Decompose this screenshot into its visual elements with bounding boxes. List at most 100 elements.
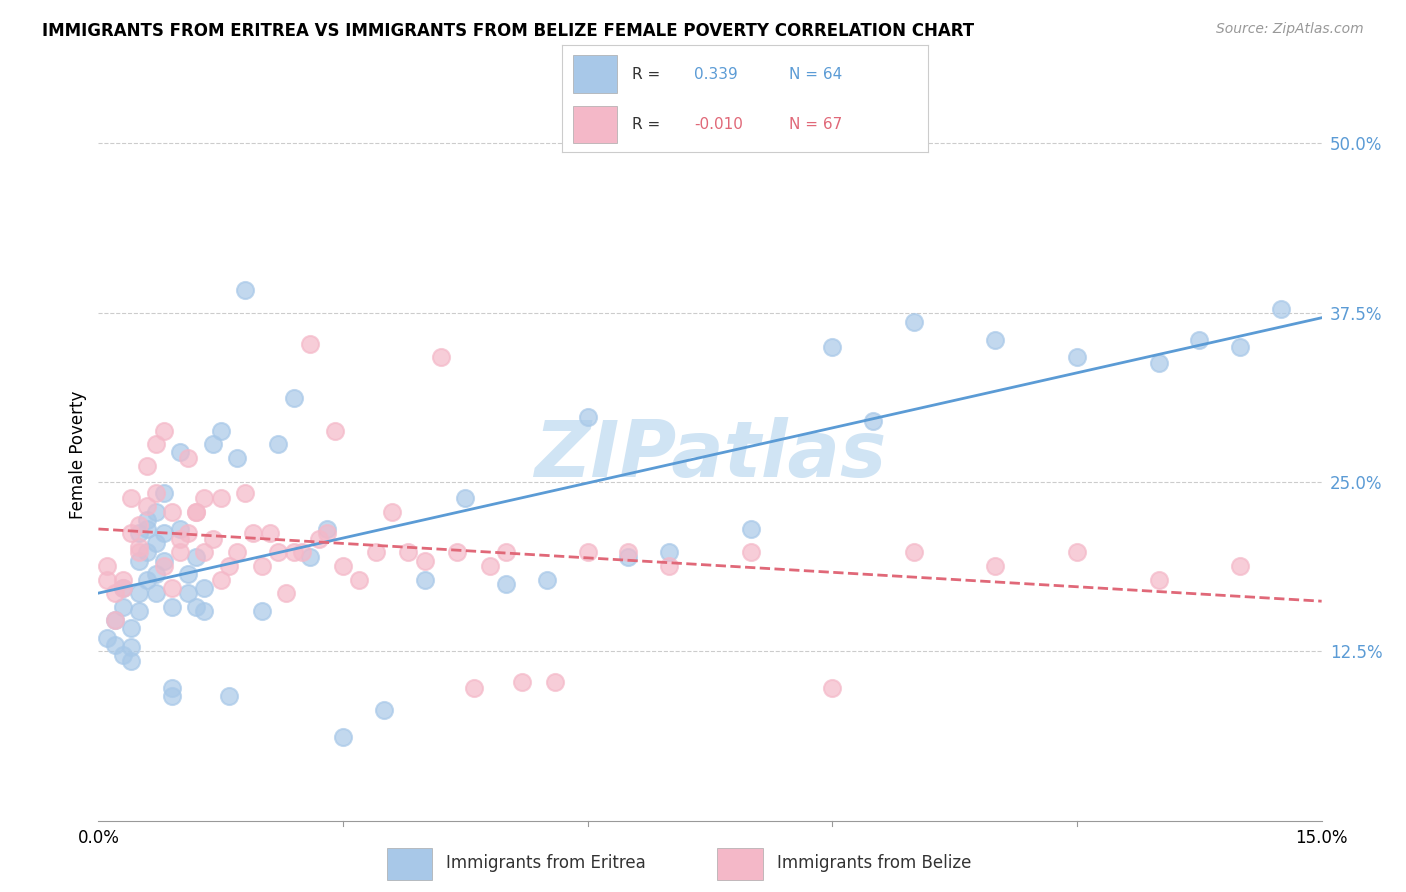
Point — [160, 689, 183, 703]
Point — [267, 545, 290, 559]
Point — [903, 315, 925, 329]
Text: IMMIGRANTS FROM ERITREA VS IMMIGRANTS FROM BELIZE FEMALE POVERTY CORRELATION CHA: IMMIGRANTS FROM ERITREA VS IMMIGRANTS FR… — [42, 22, 974, 40]
Point — [323, 424, 346, 438]
Point — [96, 559, 118, 574]
Point — [283, 545, 305, 559]
Text: N = 64: N = 64 — [789, 67, 842, 81]
Point — [160, 505, 183, 519]
Point — [136, 500, 159, 514]
Point — [111, 581, 134, 595]
Text: Immigrants from Belize: Immigrants from Belize — [778, 854, 972, 872]
Point — [984, 559, 1007, 574]
Point — [145, 567, 167, 582]
Point — [576, 409, 599, 424]
Point — [160, 581, 183, 595]
FancyBboxPatch shape — [387, 848, 433, 880]
Point — [413, 553, 436, 567]
Point — [120, 491, 142, 506]
FancyBboxPatch shape — [574, 55, 617, 93]
Point — [160, 681, 183, 695]
Point — [463, 681, 485, 695]
Text: N = 67: N = 67 — [789, 117, 842, 132]
Point — [740, 523, 762, 537]
Point — [299, 549, 322, 564]
Point — [446, 545, 468, 559]
Point — [512, 675, 534, 690]
Point — [136, 513, 159, 527]
Text: 0.339: 0.339 — [695, 67, 738, 81]
Point — [250, 604, 273, 618]
Point — [218, 689, 240, 703]
Point — [984, 333, 1007, 347]
Point — [315, 526, 337, 541]
Point — [152, 424, 174, 438]
Point — [209, 491, 232, 506]
Point — [821, 681, 844, 695]
FancyBboxPatch shape — [574, 105, 617, 143]
Point — [96, 573, 118, 587]
Point — [267, 437, 290, 451]
Point — [104, 613, 127, 627]
Point — [259, 526, 281, 541]
Point — [160, 599, 183, 614]
Point — [364, 545, 387, 559]
Text: R =: R = — [631, 117, 665, 132]
Point — [617, 549, 640, 564]
Point — [120, 526, 142, 541]
Point — [274, 586, 297, 600]
Point — [120, 640, 142, 655]
Point — [128, 545, 150, 559]
Point — [821, 340, 844, 354]
Point — [544, 675, 567, 690]
Point — [152, 553, 174, 567]
Point — [96, 631, 118, 645]
Text: -0.010: -0.010 — [695, 117, 742, 132]
Point — [308, 532, 330, 546]
Point — [120, 654, 142, 668]
Point — [1147, 573, 1170, 587]
Point — [381, 505, 404, 519]
Point — [1066, 351, 1088, 365]
Point — [1270, 301, 1292, 316]
Point — [430, 351, 453, 365]
Point — [299, 336, 322, 351]
Point — [193, 545, 215, 559]
Point — [136, 545, 159, 559]
Point — [218, 559, 240, 574]
Text: ZIPatlas: ZIPatlas — [534, 417, 886, 493]
Point — [332, 730, 354, 744]
Point — [104, 638, 127, 652]
Point — [128, 518, 150, 533]
Point — [454, 491, 477, 506]
Point — [658, 559, 681, 574]
Point — [104, 613, 127, 627]
Point — [315, 523, 337, 537]
Point — [349, 573, 371, 587]
Point — [145, 505, 167, 519]
Point — [226, 545, 249, 559]
Point — [1229, 340, 1251, 354]
Point — [186, 505, 208, 519]
Point — [145, 437, 167, 451]
Point — [111, 573, 134, 587]
Point — [576, 545, 599, 559]
Point — [536, 573, 558, 587]
Point — [186, 549, 208, 564]
Point — [128, 604, 150, 618]
Point — [233, 486, 256, 500]
Point — [177, 567, 200, 582]
Point — [193, 604, 215, 618]
Point — [373, 702, 395, 716]
Point — [111, 599, 134, 614]
Point — [903, 545, 925, 559]
Text: Source: ZipAtlas.com: Source: ZipAtlas.com — [1216, 22, 1364, 37]
FancyBboxPatch shape — [717, 848, 762, 880]
Point — [111, 581, 134, 595]
Point — [209, 424, 232, 438]
Point — [186, 599, 208, 614]
Point — [128, 526, 150, 541]
Point — [145, 486, 167, 500]
Point — [1066, 545, 1088, 559]
Point — [177, 526, 200, 541]
Point — [111, 648, 134, 663]
